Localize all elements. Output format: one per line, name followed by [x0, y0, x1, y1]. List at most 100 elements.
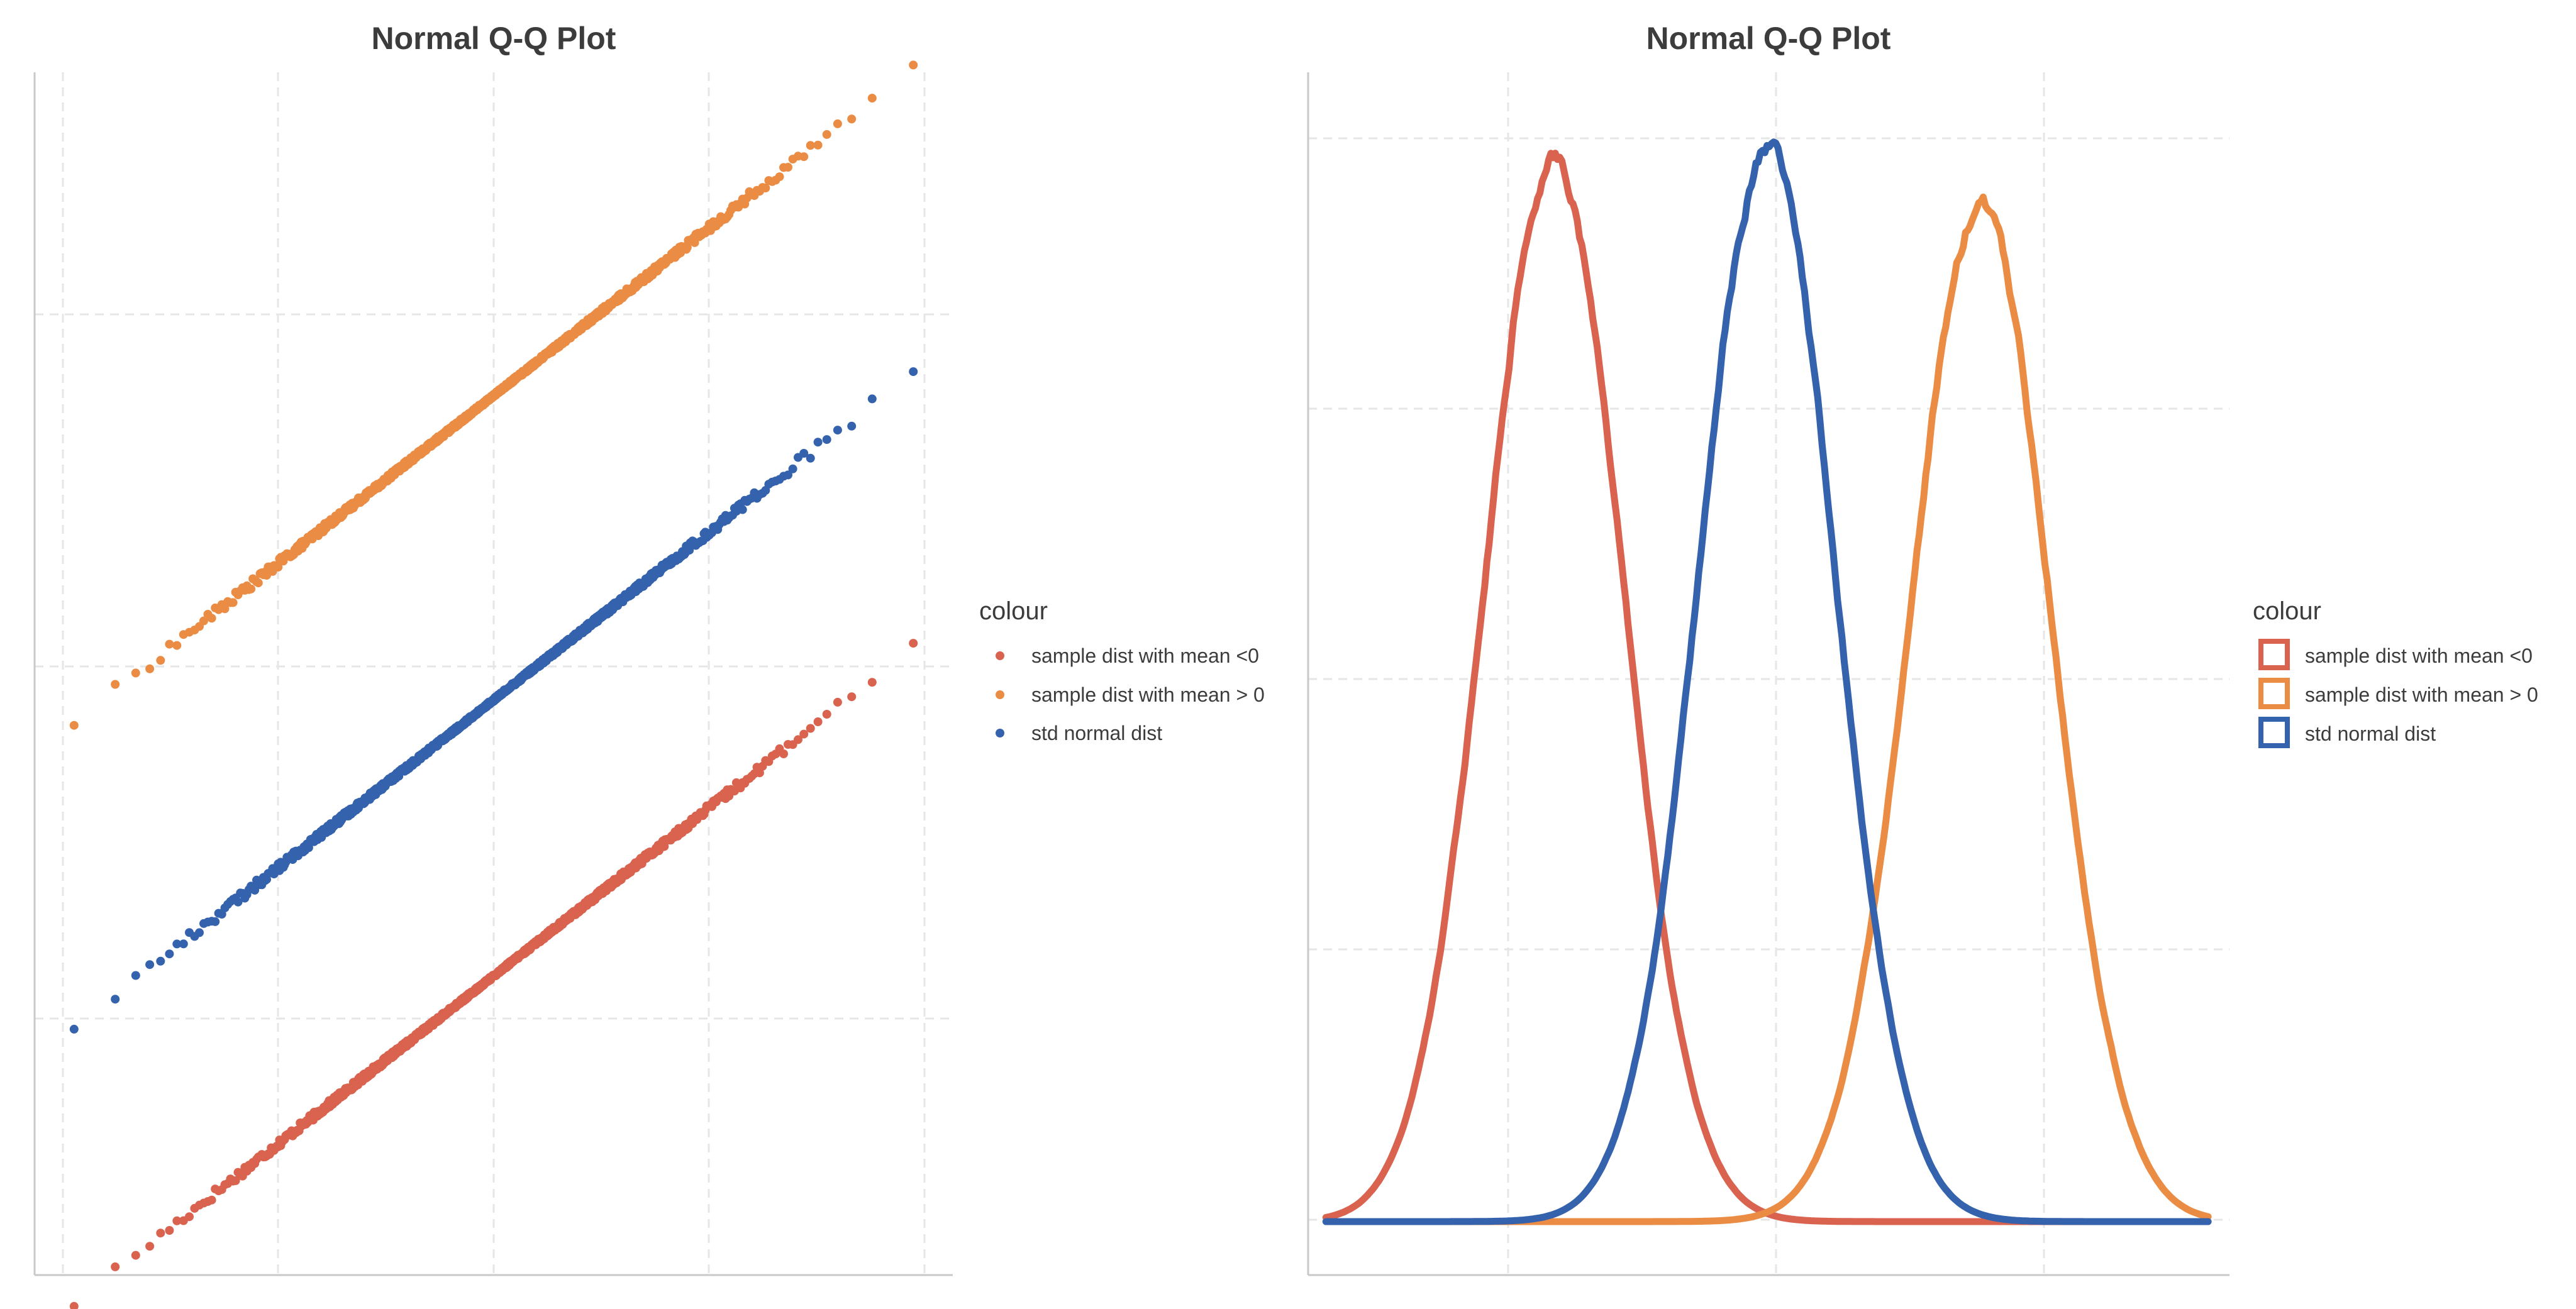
- qq-point: [145, 664, 155, 673]
- qq-point: [833, 426, 842, 435]
- density-legend-entry: sample dist with mean > 0: [2258, 678, 2538, 709]
- qq-point: [131, 668, 140, 678]
- qq-point: [806, 724, 815, 733]
- qq-point: [231, 1176, 240, 1185]
- qq-point: [69, 1301, 79, 1309]
- qq-point: [172, 641, 182, 650]
- qq-point: [784, 163, 792, 172]
- density-curve: [1322, 193, 2212, 1225]
- qq-point: [179, 939, 188, 949]
- qq-point: [211, 917, 220, 926]
- qq-point: [799, 152, 809, 162]
- density-legend-swatch: [2258, 639, 2290, 670]
- qq-point: [761, 184, 770, 192]
- qq-point: [682, 243, 692, 252]
- density-legend: colour sample dist with mean <0 sample d…: [2253, 597, 2538, 748]
- qq-point: [69, 721, 79, 730]
- qq-point: [813, 438, 823, 447]
- density-legend-label: sample dist with mean > 0: [2305, 683, 2538, 706]
- density-legend-entry: std normal dist: [2258, 717, 2436, 748]
- qq-point: [228, 598, 238, 607]
- qq-legend-title: colour: [979, 597, 1048, 625]
- qq-point: [145, 960, 155, 969]
- density-plot-title: Normal Q-Q Plot: [1646, 21, 1891, 56]
- density-plot-grid: [1308, 72, 2229, 1273]
- qq-point: [131, 971, 140, 980]
- qq-point: [867, 678, 877, 687]
- qq-legend-entry: std normal dist: [996, 722, 1162, 744]
- qq-plot-title: Normal Q-Q Plot: [372, 21, 616, 56]
- qq-legend-label: std normal dist: [1031, 722, 1162, 744]
- qq-point: [111, 680, 120, 689]
- qq-point: [207, 614, 216, 623]
- qq-legend-swatch: [996, 690, 1004, 699]
- qq-legend-entry: sample dist with mean > 0: [996, 683, 1265, 706]
- qq-point: [799, 729, 809, 739]
- qq-point: [69, 1024, 79, 1034]
- qq-point: [813, 140, 823, 150]
- qq-legend-swatch: [996, 651, 1004, 660]
- qq-legend-label: sample dist with mean > 0: [1031, 683, 1265, 706]
- qq-point: [199, 616, 208, 626]
- qq-point: [131, 1251, 140, 1260]
- qq-legend: colour sample dist with mean <0 sample d…: [979, 597, 1265, 744]
- qq-legend-entry: sample dist with mean <0: [996, 644, 1259, 667]
- qq-point: [788, 464, 797, 473]
- qq-point: [813, 717, 823, 726]
- qq-point: [909, 60, 918, 70]
- qq-point: [185, 1212, 194, 1222]
- qq-point: [847, 421, 857, 431]
- qq-point: [867, 94, 877, 103]
- qq-point: [775, 172, 784, 182]
- density-legend-title: colour: [2253, 597, 2321, 625]
- qq-point: [111, 1262, 120, 1271]
- density-legend-label: std normal dist: [2305, 722, 2436, 745]
- qq-point: [247, 584, 256, 594]
- qq-point: [156, 1229, 165, 1238]
- qq-plot-panel: Normal Q-Q Plot colour sample dist with …: [33, 21, 1265, 1309]
- density-curve: [1322, 150, 2212, 1225]
- qq-point: [195, 928, 204, 937]
- qq-point: [738, 505, 747, 514]
- qq-point: [867, 394, 877, 404]
- qq-point: [822, 710, 831, 719]
- qq-point: [233, 897, 243, 907]
- qq-point: [806, 453, 815, 463]
- qq-point: [220, 604, 230, 614]
- qq-point: [172, 939, 182, 949]
- qq-point: [784, 470, 792, 480]
- density-legend-label: sample dist with mean <0: [2305, 644, 2533, 667]
- qq-point: [156, 956, 165, 966]
- density-legend-entry: sample dist with mean <0: [2258, 639, 2533, 670]
- density-legend-swatch: [2258, 678, 2290, 709]
- qq-point: [847, 114, 857, 124]
- density-curves-layer: [1322, 138, 2212, 1225]
- qq-point: [253, 578, 263, 588]
- density-curve: [1322, 138, 2212, 1225]
- qq-point: [806, 141, 815, 150]
- qq-point: [822, 435, 831, 445]
- qq-point: [274, 563, 283, 572]
- qq-point: [111, 995, 120, 1004]
- qq-legend-label: sample dist with mean <0: [1031, 644, 1259, 667]
- qq-point: [172, 1216, 182, 1225]
- qq-point: [207, 1195, 216, 1205]
- qq-point: [833, 119, 842, 128]
- qq-point: [145, 1242, 155, 1251]
- qq-point: [847, 692, 857, 702]
- density-legend-swatch: [2258, 717, 2290, 748]
- qq-series: [69, 367, 918, 1034]
- qq-point: [165, 639, 174, 649]
- qq-series: [69, 60, 918, 730]
- qq-point: [165, 949, 174, 959]
- qq-series: [69, 639, 918, 1309]
- qq-points-layer: [69, 60, 918, 1309]
- qq-plot-grid: [35, 72, 953, 1273]
- qq-point: [822, 130, 831, 139]
- qq-point: [794, 735, 802, 744]
- qq-point: [909, 639, 918, 648]
- qq-point: [779, 749, 788, 758]
- qq-point: [833, 697, 842, 707]
- qq-point: [799, 449, 809, 458]
